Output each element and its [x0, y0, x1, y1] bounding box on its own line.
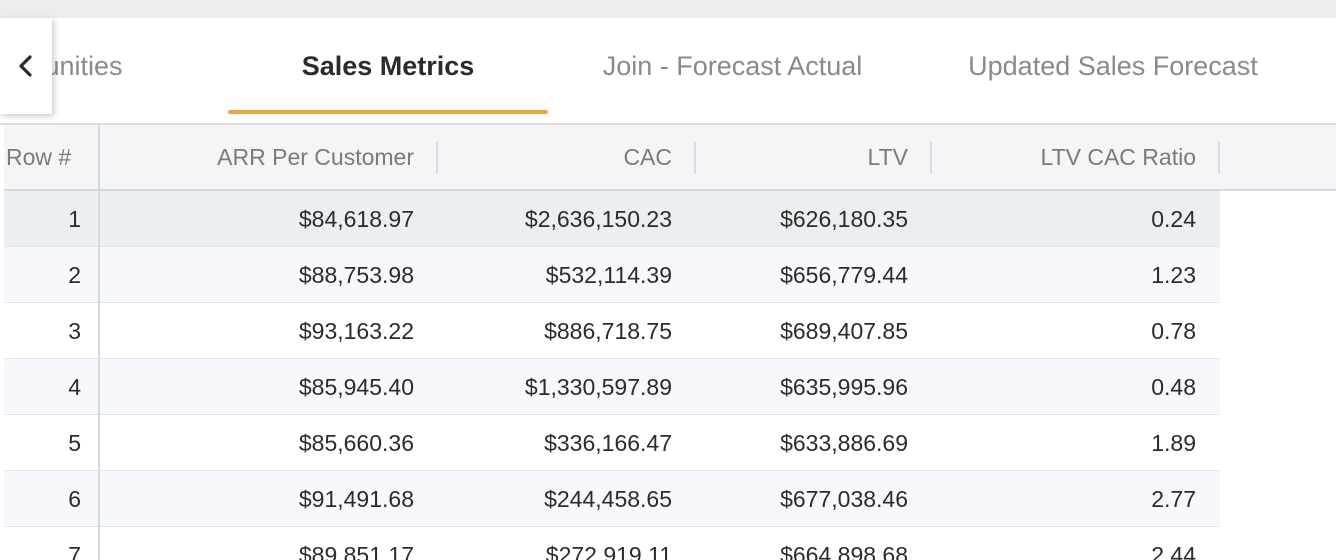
row-number-cell: 5	[68, 429, 81, 456]
arr-per-customer-cell: $85,660.36	[298, 429, 414, 456]
column-header-label: Row #	[6, 143, 72, 170]
arr-per-customer-cell: $91,491.68	[298, 485, 414, 512]
arr-per-customer-cell: $93,163.22	[298, 317, 414, 344]
top-strip	[0, 0, 1336, 18]
table-row[interactable]: 5 $85,660.36 $336,166.47 $633,886.69 1.8…	[4, 415, 1220, 471]
data-grid: Row # ARR Per Customer CAC LTV LTV CAC R…	[4, 125, 1336, 560]
cac-cell: $2,636,150.23	[524, 205, 672, 232]
row-number-cell: 6	[68, 485, 81, 512]
ltv-cell: $626,180.35	[780, 205, 908, 232]
arr-per-customer-cell: $89,851.17	[298, 541, 414, 560]
row-number-cell: 2	[68, 261, 81, 288]
column-resize-handle[interactable]	[1218, 142, 1220, 174]
ltv-cell: $656,779.44	[780, 261, 908, 288]
tab-join-forecast-actual[interactable]: Join - Forecast Actual	[580, 18, 885, 114]
column-resize-handle[interactable]	[930, 142, 932, 174]
column-header-label: CAC	[623, 143, 672, 170]
ltv-cell: $677,038.46	[780, 485, 908, 512]
ltv-cac-ratio-cell: 0.24	[1151, 205, 1196, 232]
ltv-cell: $689,407.85	[780, 317, 908, 344]
arr-per-customer-cell: $88,753.98	[298, 261, 414, 288]
tab-updated-sales-forecast[interactable]: Updated Sales Forecast	[945, 18, 1281, 114]
ltv-cell: $633,886.69	[780, 429, 908, 456]
ltv-cac-ratio-cell: 0.48	[1151, 373, 1196, 400]
column-header-label: LTV CAC Ratio	[1040, 143, 1196, 170]
column-header-ltv-cac-ratio[interactable]: LTV CAC Ratio	[932, 125, 1196, 189]
tab-bar-divider	[0, 123, 1336, 125]
active-tab-indicator	[228, 110, 548, 114]
row-number-cell: 1	[68, 205, 81, 232]
column-header-cac[interactable]: CAC	[438, 125, 672, 189]
cac-cell: $532,114.39	[545, 261, 672, 288]
arr-per-customer-cell: $85,945.40	[298, 373, 414, 400]
table-row[interactable]: 1 $84,618.97 $2,636,150.23 $626,180.35 0…	[4, 191, 1220, 247]
cac-cell: $886,718.75	[544, 317, 672, 344]
column-header-label: LTV	[867, 143, 908, 170]
table-row[interactable]: 3 $93,163.22 $886,718.75 $689,407.85 0.7…	[4, 303, 1220, 359]
arr-per-customer-cell: $84,618.97	[298, 205, 414, 232]
chevron-left-icon	[19, 55, 32, 77]
column-resize-handle[interactable]	[436, 142, 438, 174]
tab-updated-sales-forecast-label: Updated Sales Forecast	[968, 50, 1258, 81]
column-resize-handle[interactable]	[694, 142, 696, 174]
row-number-column-divider	[98, 125, 100, 560]
row-number-cell: 4	[68, 373, 81, 400]
column-header-ltv[interactable]: LTV	[696, 125, 908, 189]
row-number-cell: 3	[68, 317, 81, 344]
ltv-cac-ratio-cell: 2.77	[1151, 485, 1196, 512]
table-header: Row # ARR Per Customer CAC LTV LTV CAC R…	[4, 125, 1336, 191]
ltv-cell: $664,898.68	[780, 541, 908, 560]
table-row[interactable]: 4 $85,945.40 $1,330,597.89 $635,995.96 0…	[4, 359, 1220, 415]
ltv-cac-ratio-cell: 0.78	[1151, 317, 1196, 344]
ltv-cac-ratio-cell: 1.23	[1151, 261, 1196, 288]
tab-join-forecast-actual-label: Join - Forecast Actual	[602, 50, 863, 81]
tab-sales-metrics-label: Sales Metrics	[301, 50, 475, 81]
scroll-tabs-left-button[interactable]	[0, 18, 52, 114]
column-header-row-number[interactable]: Row #	[4, 125, 98, 189]
cac-cell: $244,458.65	[544, 485, 672, 512]
tab-bar: rtunities Sales Metrics Join - Forecast …	[0, 18, 1336, 124]
cac-cell: $336,166.47	[544, 429, 672, 456]
table-row[interactable]: 6 $91,491.68 $244,458.65 $677,038.46 2.7…	[4, 471, 1220, 527]
row-number-cell: 7	[68, 541, 81, 560]
ltv-cell: $635,995.96	[780, 373, 908, 400]
column-header-arr-per-customer[interactable]: ARR Per Customer	[100, 125, 414, 189]
tab-sales-metrics[interactable]: Sales Metrics	[228, 18, 548, 114]
cac-cell: $272,919.11	[545, 541, 672, 560]
ltv-cac-ratio-cell: 1.89	[1151, 429, 1196, 456]
table-row[interactable]: 7 $89,851.17 $272,919.11 $664,898.68 2.4…	[4, 527, 1220, 560]
cac-cell: $1,330,597.89	[524, 373, 672, 400]
column-header-label: ARR Per Customer	[217, 143, 414, 170]
ltv-cac-ratio-cell: 2.44	[1151, 541, 1196, 560]
table-row[interactable]: 2 $88,753.98 $532,114.39 $656,779.44 1.2…	[4, 247, 1220, 303]
